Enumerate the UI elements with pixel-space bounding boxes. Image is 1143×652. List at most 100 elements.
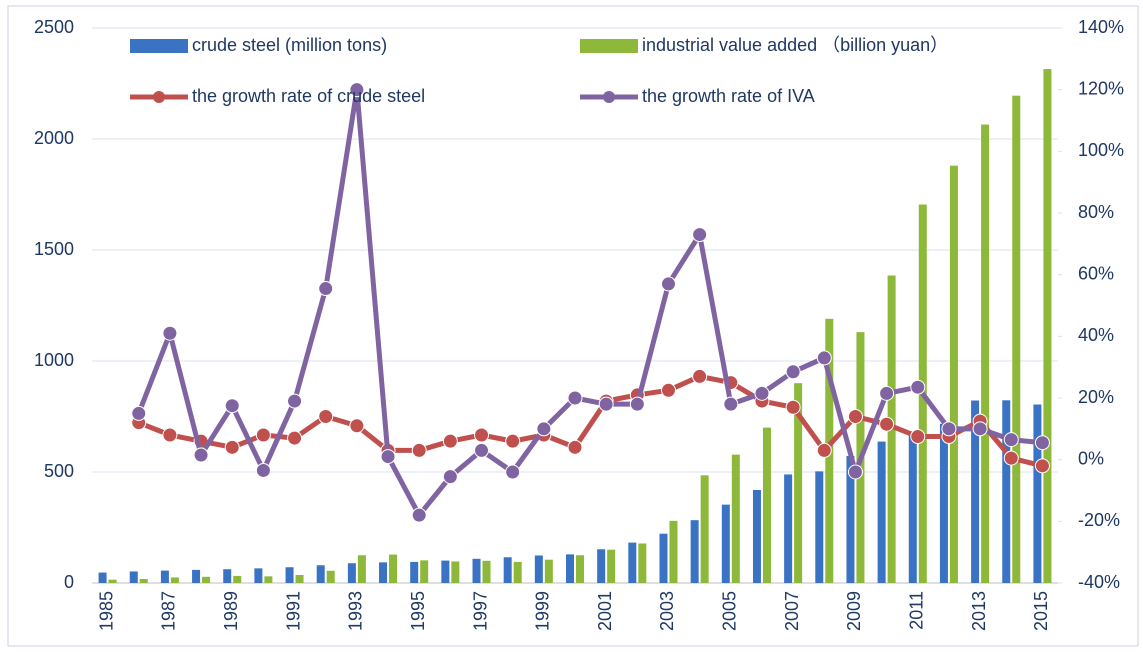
bar xyxy=(1002,400,1011,583)
legend-swatch xyxy=(603,91,615,103)
marker xyxy=(411,507,427,523)
marker xyxy=(598,396,614,412)
x-tick-label: 1985 xyxy=(96,591,116,631)
x-tick-label: 1991 xyxy=(283,591,303,631)
legend-swatch xyxy=(153,91,165,103)
marker xyxy=(847,464,863,480)
bar xyxy=(949,165,958,583)
marker xyxy=(255,427,271,443)
x-tick-label: 1995 xyxy=(408,591,428,631)
marker xyxy=(567,390,583,406)
legend-label: crude steel (million tons) xyxy=(192,35,387,55)
bar xyxy=(410,561,419,583)
x-tick-label: 2013 xyxy=(969,591,989,631)
bar xyxy=(877,441,886,583)
marker xyxy=(1034,435,1050,451)
marker xyxy=(785,399,801,415)
marker xyxy=(910,429,926,445)
y-tick-label: 2500 xyxy=(34,17,74,37)
y2-tick-label: 100% xyxy=(1078,140,1124,160)
marker xyxy=(816,350,832,366)
bar xyxy=(815,471,824,583)
x-tick-label: 2009 xyxy=(844,591,864,631)
y2-tick-label: -20% xyxy=(1078,510,1120,530)
marker xyxy=(879,385,895,401)
bar xyxy=(482,560,491,583)
marker xyxy=(162,427,178,443)
bar xyxy=(108,579,117,583)
marker xyxy=(629,396,645,412)
line xyxy=(136,87,1043,518)
marker xyxy=(1003,432,1019,448)
bar xyxy=(638,543,647,583)
marker xyxy=(567,439,583,455)
marker xyxy=(505,464,521,480)
bar xyxy=(1033,404,1042,583)
y2-tick-label: 40% xyxy=(1078,325,1114,345)
marker xyxy=(193,447,209,463)
marker xyxy=(474,427,490,443)
bar xyxy=(503,557,512,583)
bar xyxy=(971,400,980,583)
legend-swatch xyxy=(580,39,638,53)
marker xyxy=(349,418,365,434)
bar xyxy=(544,559,553,583)
marker xyxy=(879,416,895,432)
marker xyxy=(972,421,988,437)
bar xyxy=(192,569,201,583)
x-tick-label: 1999 xyxy=(533,591,553,631)
bar xyxy=(1043,69,1052,583)
marker xyxy=(723,396,739,412)
bar xyxy=(513,561,522,583)
marker xyxy=(816,442,832,458)
marker xyxy=(380,449,396,465)
legend-label: the growth rate of crude steel xyxy=(192,86,425,106)
bar xyxy=(223,569,232,583)
x-tick-label: 1987 xyxy=(159,591,179,631)
marker xyxy=(224,439,240,455)
bar xyxy=(784,474,793,583)
bar xyxy=(129,571,138,583)
y2-tick-label: 140% xyxy=(1078,17,1124,37)
marker xyxy=(941,421,957,437)
marker xyxy=(318,281,334,297)
x-tick-label: 2007 xyxy=(782,591,802,631)
bar xyxy=(846,456,855,583)
marker xyxy=(1003,450,1019,466)
marker xyxy=(349,82,365,98)
marker xyxy=(224,398,240,414)
marker xyxy=(910,379,926,395)
marker xyxy=(474,442,490,458)
y2-tick-label: 20% xyxy=(1078,387,1114,407)
bar xyxy=(326,570,335,583)
marker xyxy=(692,227,708,243)
marker xyxy=(847,409,863,424)
x-tick-label: 2011 xyxy=(907,591,927,630)
bar xyxy=(233,575,242,583)
bar xyxy=(98,572,107,583)
bar xyxy=(357,555,366,583)
marker xyxy=(287,430,303,446)
bar xyxy=(139,579,148,583)
bar xyxy=(347,563,356,583)
bar xyxy=(264,576,273,583)
legend-swatch xyxy=(130,39,188,53)
x-tick-label: 2003 xyxy=(657,591,677,631)
bar xyxy=(607,549,616,583)
marker xyxy=(754,385,770,401)
y-tick-label: 1000 xyxy=(34,350,74,370)
marker xyxy=(505,433,521,449)
marker xyxy=(287,393,303,409)
bar xyxy=(597,549,606,583)
bar xyxy=(389,554,398,583)
bar xyxy=(576,555,584,583)
y2-tick-label: -40% xyxy=(1078,572,1120,592)
bar xyxy=(731,454,740,583)
bar xyxy=(566,554,574,583)
bar xyxy=(700,475,709,583)
bar xyxy=(170,577,179,583)
bar xyxy=(939,423,948,583)
marker xyxy=(660,382,676,398)
